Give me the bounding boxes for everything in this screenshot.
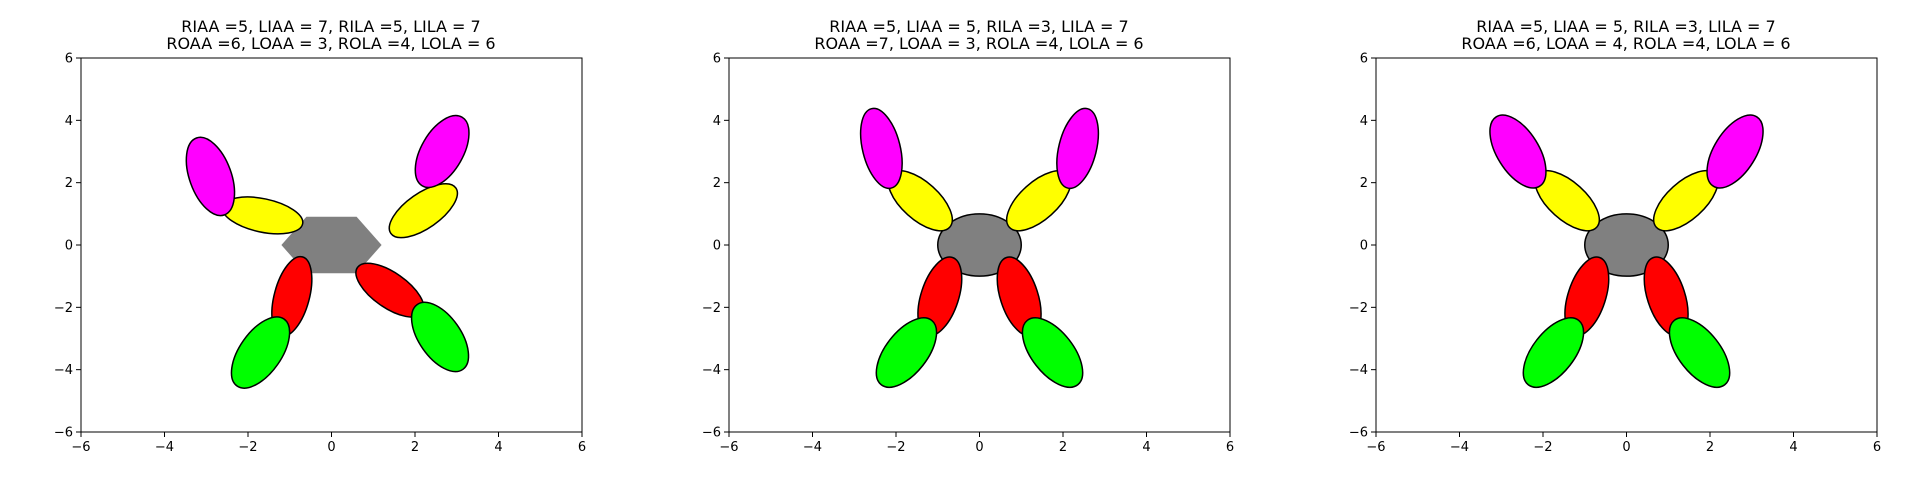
panel-1: RIAA =5, LIAA = 7, RILA =5, LILA = 7 ROA…	[54, 17, 586, 455]
y-tick-label: −2	[1349, 301, 1368, 316]
body-ellipse	[1584, 213, 1669, 277]
y-tick-label: −6	[54, 426, 73, 441]
x-tick-label: −4	[803, 440, 822, 455]
x-tick-label: −6	[719, 440, 738, 455]
limb-ellipse-8	[230, 316, 291, 389]
panel-2: RIAA =5, LIAA = 5, RILA =3, LILA = 7 ROA…	[702, 17, 1234, 455]
limb-ellipse-4	[1489, 114, 1547, 189]
y-tick-label: 6	[65, 52, 73, 67]
x-tick-label: 0	[975, 440, 983, 455]
limb-ellipse-4	[185, 136, 236, 217]
y-tick-label: 4	[713, 114, 721, 129]
limb-ellipse-1	[388, 183, 459, 239]
y-tick-label: 2	[65, 176, 73, 191]
x-tick-label: −4	[155, 440, 174, 455]
plot-area: −6 −4 −2 0 2 4 6 −6 −4 −2 0 2 4 6	[54, 52, 586, 456]
limb-ellipse-8	[1522, 317, 1585, 388]
x-tick-label: 0	[1622, 440, 1630, 455]
panel-title-line2: ROAA =6, LOAA = 4, ROLA =4, LOLA = 6	[1461, 34, 1790, 53]
panel-3: RIAA =5, LIAA = 5, RILA =3, LILA = 7 ROA…	[1349, 17, 1881, 455]
x-tick-label: 6	[578, 440, 586, 455]
x-tick-label: −4	[1450, 440, 1469, 455]
x-tick-label: 4	[1142, 440, 1150, 455]
y-tick-label: −6	[1349, 426, 1368, 441]
x-tick-label: 6	[1873, 440, 1881, 455]
y-tick-label: −4	[702, 363, 721, 378]
limb-ellipse-6	[1668, 317, 1731, 388]
plot-area: −6 −4 −2 0 2 4 6 −6 −4 −2 0 2 4 6	[702, 52, 1234, 456]
limb-ellipse-2	[1056, 107, 1100, 190]
y-tick-label: −2	[54, 301, 73, 316]
limb-ellipse-2	[1706, 114, 1764, 189]
x-tick-label: 4	[1789, 440, 1797, 455]
y-tick-label: −4	[54, 363, 73, 378]
y-tick-label: 6	[1360, 52, 1368, 67]
x-tick-label: 0	[327, 440, 335, 455]
x-tick-label: −6	[1366, 440, 1385, 455]
y-tick-label: 4	[65, 114, 73, 129]
limb-ellipse-4	[859, 107, 903, 190]
y-tick-label: 2	[713, 176, 721, 191]
y-tick-label: 0	[713, 239, 721, 254]
panel-title-line2: ROAA =6, LOAA = 3, ROLA =4, LOLA = 6	[166, 34, 495, 53]
plot-area: −6 −4 −2 0 2 4 6 −6 −4 −2 0 2 4 6	[1349, 52, 1881, 456]
y-tick-label: 6	[713, 52, 721, 67]
x-tick-label: −2	[238, 440, 257, 455]
x-tick-label: 6	[1226, 440, 1234, 455]
panel-title-line1: RIAA =5, LIAA = 7, RILA =5, LILA = 7	[181, 17, 480, 36]
x-tick-label: 2	[411, 440, 419, 455]
y-tick-label: 2	[1360, 176, 1368, 191]
x-tick-label: 2	[1706, 440, 1714, 455]
limb-ellipse-6	[410, 301, 470, 373]
x-tick-label: −6	[71, 440, 90, 455]
body-ellipse	[937, 213, 1022, 277]
panel-title-line1: RIAA =5, LIAA = 5, RILA =3, LILA = 7	[1476, 17, 1775, 36]
x-tick-label: 4	[494, 440, 502, 455]
limb-ellipse-8	[875, 317, 938, 388]
y-tick-label: −6	[702, 426, 721, 441]
x-tick-label: −2	[886, 440, 905, 455]
panel-title-line2: ROAA =7, LOAA = 3, ROLA =4, LOLA = 6	[814, 34, 1143, 53]
panel-title-line1: RIAA =5, LIAA = 5, RILA =3, LILA = 7	[829, 17, 1128, 36]
limb-ellipse-6	[1021, 317, 1084, 388]
y-tick-label: −4	[1349, 363, 1368, 378]
y-tick-label: 4	[1360, 114, 1368, 129]
x-tick-label: 2	[1059, 440, 1067, 455]
y-tick-label: −2	[702, 301, 721, 316]
x-tick-label: −2	[1533, 440, 1552, 455]
y-tick-label: 0	[65, 239, 73, 254]
y-tick-label: 0	[1360, 239, 1368, 254]
limb-ellipse-2	[414, 114, 470, 189]
